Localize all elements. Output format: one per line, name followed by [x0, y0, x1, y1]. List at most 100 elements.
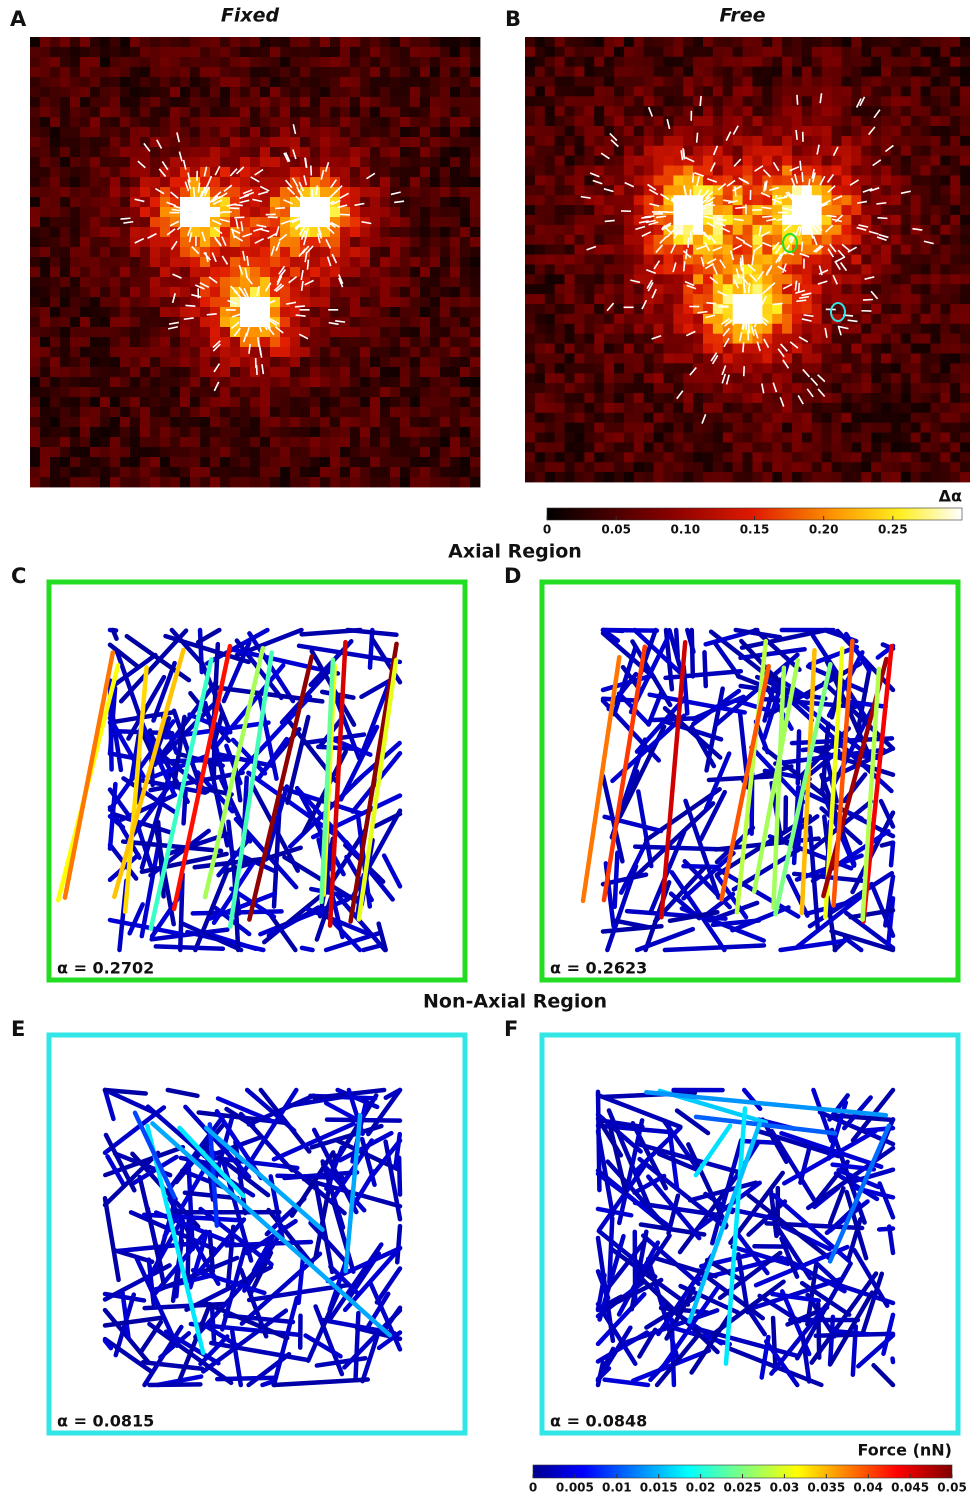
heat-cell [713, 57, 723, 67]
heat-cell [565, 215, 575, 225]
heat-cell [380, 447, 390, 457]
heat-cell [822, 136, 832, 146]
heat-cell [812, 413, 822, 423]
heat-cell [841, 472, 851, 482]
heat-cell [832, 96, 842, 106]
heat-cell [190, 147, 200, 157]
heat-cell [420, 287, 430, 297]
heat-cell [733, 67, 743, 77]
heat-cell [733, 304, 743, 314]
fiber-dash [605, 220, 615, 221]
heat-cell [693, 235, 703, 245]
heat-cell [120, 57, 130, 67]
heat-cell [100, 167, 110, 177]
heat-cell [70, 87, 80, 97]
heat-cell [693, 67, 703, 77]
heat-cell [90, 207, 100, 217]
heat-cell [634, 314, 644, 324]
heat-cell [110, 207, 120, 217]
heat-cell [150, 287, 160, 297]
heat-cell [822, 353, 832, 363]
heat-cell [170, 367, 180, 377]
heat-cell [525, 136, 535, 146]
heat-cell [841, 452, 851, 462]
heat-cell [851, 106, 861, 116]
heat-cell [220, 147, 230, 157]
heat-cell [60, 257, 70, 267]
heat-cell [340, 327, 350, 337]
heat-cell [693, 37, 703, 47]
heat-cell [752, 413, 762, 423]
heat-cell [70, 277, 80, 287]
heat-cell [180, 127, 190, 137]
heat-cell [50, 177, 60, 187]
heat-cell [673, 353, 683, 363]
heat-cell [280, 357, 290, 367]
heat-cell [60, 387, 70, 397]
heat-cell [930, 344, 940, 354]
heat-cell [545, 334, 555, 344]
heat-cell [160, 457, 170, 467]
heat-cell [60, 347, 70, 357]
heat-cell [673, 373, 683, 383]
heat-cell [70, 367, 80, 377]
heat-cell [782, 136, 792, 146]
heat-cell [634, 215, 644, 225]
heat-cell [762, 195, 772, 205]
heat-cell [420, 57, 430, 67]
heat-cell [370, 37, 380, 47]
heat-cell [713, 472, 723, 482]
fiber-dash [700, 96, 701, 106]
heat-cell [693, 126, 703, 136]
heat-cell [752, 77, 762, 87]
heat-cell [812, 344, 822, 354]
heat-cell [90, 127, 100, 137]
heat-cell [782, 215, 792, 225]
heat-cell [380, 337, 390, 347]
heat-cell [713, 423, 723, 433]
heat-cell [891, 433, 901, 443]
heat-cell [654, 195, 664, 205]
heat-cell [792, 77, 802, 87]
heat-cell [683, 353, 693, 363]
heat-cell [90, 177, 100, 187]
heat-cell [100, 317, 110, 327]
heat-cell [450, 307, 460, 317]
heat-cell [100, 267, 110, 277]
heat-cell [270, 197, 280, 207]
heat-cell [841, 67, 851, 77]
heat-cell [584, 452, 594, 462]
heat-cell [604, 225, 614, 235]
heat-cell [360, 307, 370, 317]
heat-cell [604, 363, 614, 373]
heat-cell [470, 277, 480, 287]
heat-cell [772, 324, 782, 334]
heat-cell [614, 353, 624, 363]
heat-cell [390, 207, 400, 217]
heat-cell [663, 334, 673, 344]
heat-cell [663, 363, 673, 373]
heat-cell [120, 347, 130, 357]
heat-cell [350, 307, 360, 317]
heat-cell [390, 407, 400, 417]
heat-cell [545, 77, 555, 87]
heat-cell [110, 247, 120, 257]
heat-cell [150, 197, 160, 207]
heat-cell [743, 433, 753, 443]
heat-cell [180, 267, 190, 277]
heat-cell [594, 166, 604, 176]
heat-cell [525, 383, 535, 393]
heat-cell [950, 314, 960, 324]
heat-cell [703, 373, 713, 383]
heat-cell [410, 57, 420, 67]
heat-cell [330, 337, 340, 347]
heat-cell [545, 146, 555, 156]
heat-cell [310, 127, 320, 137]
heat-cell [822, 442, 832, 452]
heat-cell [30, 197, 40, 207]
heat-cell [80, 357, 90, 367]
heat-cell [574, 274, 584, 284]
heat-cell [634, 284, 644, 294]
heat-cell [574, 363, 584, 373]
heat-cell [654, 185, 664, 195]
